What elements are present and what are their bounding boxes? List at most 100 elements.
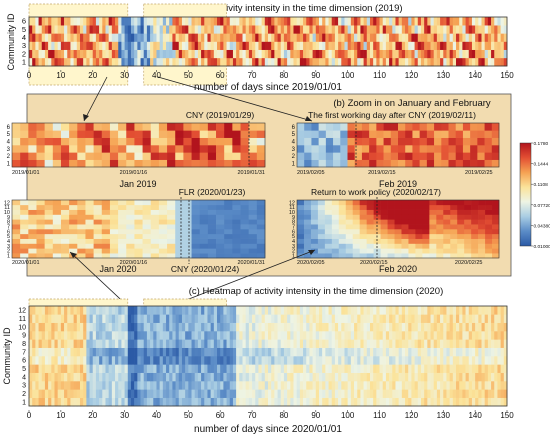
bottom-heatmap-cell <box>338 339 342 348</box>
top-heatmap-cell <box>360 33 364 42</box>
top-heatmap-cell <box>494 41 498 50</box>
p4-heatmap-cell <box>429 200 437 206</box>
bottom-heatmap-cell <box>274 314 278 323</box>
bottom-heatmap-cell <box>414 381 419 390</box>
bottom-heatmap-cell <box>89 306 94 315</box>
bottom-heatmap-cell <box>392 397 396 407</box>
top-heatmap-cell <box>51 49 55 59</box>
top-heatmap-cell <box>242 17 246 26</box>
bottom-heatmap-cell <box>204 314 208 323</box>
top-heatmap-cell <box>306 17 310 26</box>
bottom-heatmap-cell <box>99 397 103 407</box>
bottom-heatmap-cell <box>92 372 97 382</box>
p4-heatmap-cell <box>422 253 430 259</box>
bottom-heatmap-cell <box>424 372 428 382</box>
bottom-heatmap-cell <box>430 364 435 373</box>
bottom-heatmap-cell <box>252 347 256 357</box>
top-heatmap-cell <box>478 41 482 50</box>
bottom-heatmap-cell <box>350 331 355 340</box>
bottom-heatmap-cell <box>350 372 355 382</box>
top-heatmap-cell <box>121 17 125 26</box>
top-heatmap-cell <box>443 25 447 34</box>
bottom-heatmap-cell <box>51 389 55 398</box>
bottom-heatmap-cell <box>494 372 498 382</box>
p4-heatmap-cell <box>394 219 402 225</box>
p2-heatmap-cell <box>340 123 348 131</box>
p4-heatmap-cell <box>331 224 340 230</box>
bottom-heatmap-cell <box>411 322 415 332</box>
bottom-heatmap-cell <box>500 397 505 407</box>
p4-heatmap-cell <box>436 253 444 259</box>
top-heatmap-cell <box>303 57 307 67</box>
top-heatmap-cell <box>452 49 457 59</box>
top-heatmap-cell <box>242 49 246 59</box>
bottom-heatmap-cell <box>204 322 208 332</box>
top-heatmap-cell <box>382 17 387 26</box>
p1-heatmap-cell <box>150 123 160 131</box>
p2-heatmap-cell <box>297 123 305 131</box>
bottom-heatmap-cell <box>70 347 74 357</box>
p2-heatmap-cell <box>347 137 356 146</box>
top-heatmap-cell <box>130 33 135 42</box>
top-heatmap-cell <box>382 57 387 67</box>
bottom-heatmap-cell <box>210 397 215 407</box>
top-heatmap-cell <box>366 33 371 42</box>
bottom-heatmap-cell <box>341 364 345 373</box>
p2-heatmap-cell <box>369 159 377 168</box>
p4-heatmap-cell <box>422 209 430 215</box>
bottom-heatmap-cell <box>440 372 444 382</box>
bottom-heatmap-cell <box>236 314 240 323</box>
bottom-heatmap-cell <box>95 381 100 390</box>
p3-heatmap-cell <box>232 219 241 225</box>
bottom-heatmap-cell <box>475 356 479 365</box>
bottom-heatmap-cell <box>484 372 489 382</box>
bottom-heatmap-cell <box>130 381 135 390</box>
top-heatmap-cell <box>395 33 399 42</box>
bottom-heatmap-cell <box>258 314 262 323</box>
top-heatmap-cell <box>468 41 473 50</box>
p4-heatmap-cell <box>450 209 458 215</box>
bottom-heatmap-cell <box>48 397 52 407</box>
bottom-heatmap-cell <box>105 372 109 382</box>
bottom-heatmap-cell <box>360 314 364 323</box>
top-heatmap-cell <box>213 25 218 34</box>
bottom-heatmap-cell <box>169 372 173 382</box>
bottom-heatmap-cell <box>175 389 180 398</box>
bottom-heatmap-cell <box>245 322 250 332</box>
bottom-heatmap-cell <box>293 389 297 398</box>
p2-heatmap-cell <box>361 152 370 160</box>
p4-heatmap-cell <box>338 233 347 239</box>
top-heatmap-cell <box>341 49 345 59</box>
top-heatmap-cell <box>338 49 342 59</box>
bottom-heatmap-cell <box>280 322 285 332</box>
bottom-heatmap-cell <box>411 356 415 365</box>
bottom-heatmap-cell <box>382 347 387 357</box>
bottom-heatmap-cell <box>150 314 154 323</box>
bottom-heatmap-cell <box>175 339 180 348</box>
bottom-heatmap-cell <box>178 339 183 348</box>
p2-heatmap-cell <box>398 137 406 146</box>
p1-heatmap-cell <box>240 145 249 153</box>
p4-heatmap-cell <box>387 219 395 225</box>
p4-heatmap-cell <box>401 253 409 259</box>
p1-heatmap-cell <box>85 130 94 138</box>
bottom-heatmap-cell <box>382 322 387 332</box>
bottom-heatmap-cell <box>261 397 266 407</box>
p4-heatmap-cell <box>380 243 388 249</box>
bottom-heatmap-cell <box>350 381 355 390</box>
bottom-heatmap-cell <box>405 339 409 348</box>
p4-heatmap-cell <box>450 253 458 259</box>
top-heatmap-cell <box>290 33 294 42</box>
p2-heatmap-cell <box>441 145 449 153</box>
bottom-heatmap-cell <box>220 397 224 407</box>
p2-heatmap-cell <box>405 130 413 138</box>
x-tick-label: 60 <box>216 411 225 420</box>
bottom-heatmap-cell <box>48 389 52 398</box>
top-heatmap-cell <box>420 33 425 42</box>
p4-heatmap-cell <box>338 209 347 215</box>
bottom-heatmap-cell <box>245 347 250 357</box>
p4-heatmap-cell <box>485 233 493 239</box>
p1-heatmap-cell <box>28 137 37 146</box>
p4-heatmap-cell <box>394 209 402 215</box>
bottom-heatmap-cell <box>360 347 364 357</box>
